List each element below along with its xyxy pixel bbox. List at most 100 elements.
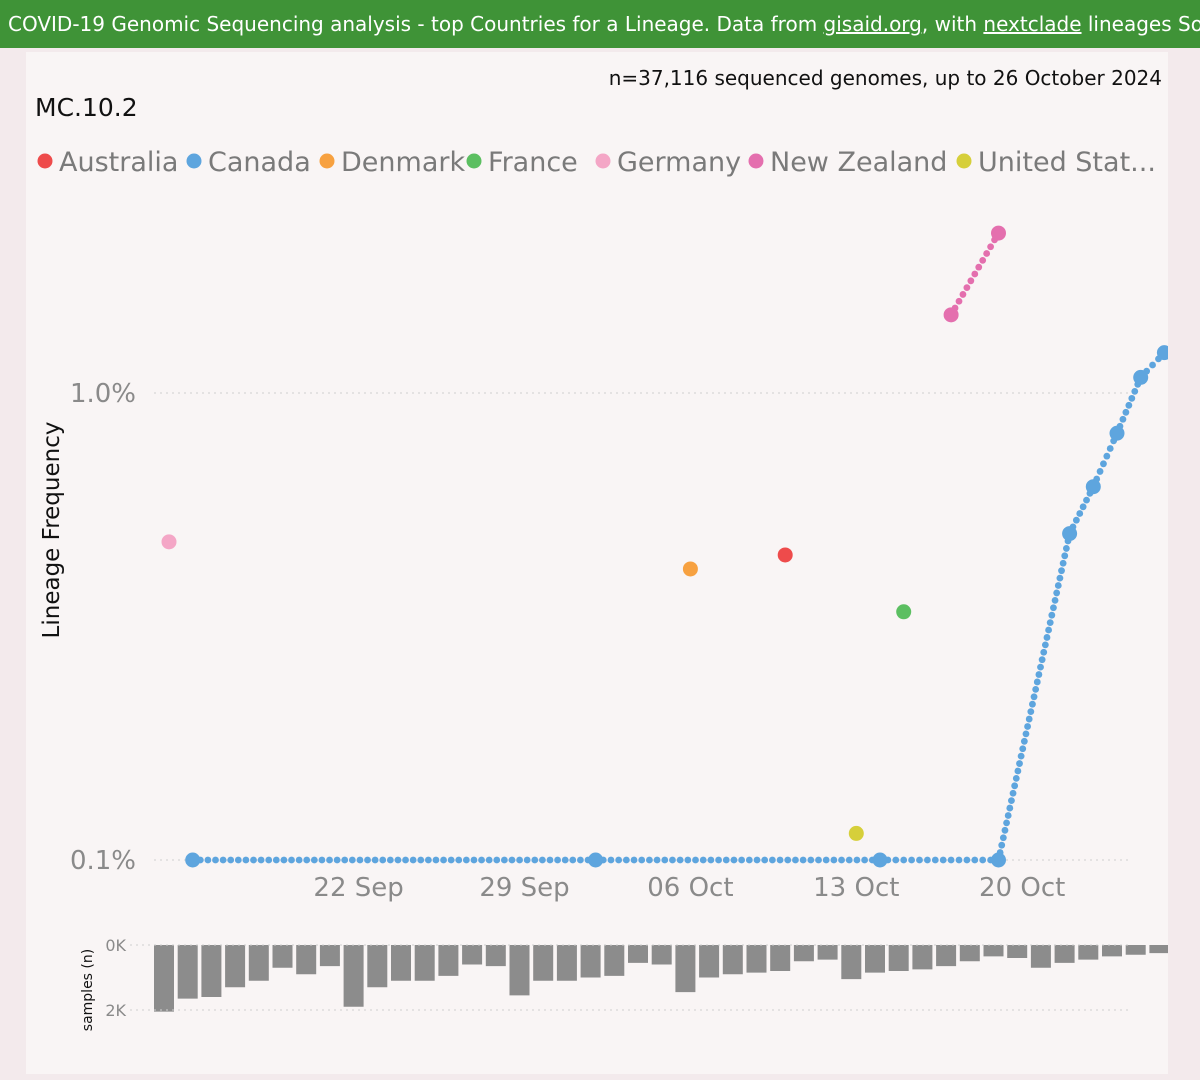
sample-bar[interactable] [1078,945,1099,960]
sample-bar[interactable] [1149,945,1168,954]
sample-bar[interactable] [580,945,601,978]
sample-bar[interactable] [462,945,483,965]
x-tick-label-2: 06 Oct [647,873,733,903]
sample-bar[interactable] [817,945,838,960]
series-dot [692,856,699,864]
gisaid-link[interactable]: gisaid.org [823,12,922,36]
sample-bar[interactable] [438,945,459,976]
sample-bar[interactable] [722,945,743,975]
data-point-5[interactable] [1085,479,1101,495]
sample-bar[interactable] [675,945,696,993]
sample-bar[interactable] [1054,945,1075,963]
y-tick-label-1: 1.0% [70,379,136,409]
sample-bar[interactable] [651,945,672,965]
sample-bar[interactable] [628,945,648,963]
data-point-0[interactable] [896,604,912,620]
series-dot [508,856,516,864]
series-dot [1033,678,1041,686]
sample-bar[interactable] [770,945,791,971]
data-point-6[interactable] [1109,425,1125,441]
data-point-0[interactable] [185,852,201,868]
sample-bar[interactable] [225,945,246,988]
series-dot [265,856,273,864]
sample-bar[interactable] [201,945,222,997]
data-point-0[interactable] [943,307,959,323]
series-dot [861,856,869,864]
series-dot [379,856,387,864]
nextclade-link[interactable]: nextclade [983,12,1082,36]
sample-bar[interactable] [367,945,388,988]
sample-bar[interactable] [343,945,364,1007]
sample-bar[interactable] [841,945,862,980]
series-dot [432,856,440,864]
series-dot [1149,361,1156,369]
sample-bar[interactable] [414,945,435,981]
sample-bar[interactable] [556,945,577,981]
sample-bar[interactable] [509,945,530,996]
sample-bar[interactable] [485,945,506,967]
data-point-0[interactable] [777,547,793,563]
sample-bar[interactable] [272,945,293,968]
series-dot [310,856,318,864]
sample-bar[interactable] [391,945,411,981]
series-dot [1027,708,1035,716]
series-dot [516,856,523,864]
sample-bar[interactable] [1125,945,1146,955]
data-point-0[interactable] [848,825,864,841]
series-dot [684,856,692,864]
sample-bar[interactable] [793,945,814,962]
data-point-4[interactable] [1062,526,1078,542]
series-dot [417,856,425,864]
data-point-0[interactable] [682,561,698,577]
series-dot [1024,723,1031,730]
series-dot [638,856,646,864]
sample-bar[interactable] [936,945,957,967]
data-point-7[interactable] [1133,369,1149,385]
sample-bar[interactable] [604,945,625,976]
sample-bar[interactable] [983,945,1004,957]
series-dot [967,277,975,285]
sample-bar[interactable] [154,945,174,1012]
x-axis-ticks: 22 Sep 29 Sep 06 Oct 13 Oct 20 Oct [313,873,1065,903]
series-dot [753,856,761,864]
series-dot [303,856,311,864]
legend-marker-0 [37,153,53,169]
series-denmark [682,561,698,577]
sample-bar[interactable] [1102,945,1122,957]
series-dot [386,856,394,864]
y-axis-label: Lineage Frequency [39,422,65,639]
data-point-1[interactable] [588,852,604,868]
series-dot [500,856,508,864]
data-point-0[interactable] [161,534,177,550]
series-dot [615,856,623,864]
data-point-3[interactable] [991,852,1006,868]
sample-bar[interactable] [888,945,909,971]
legend-marker-1 [186,153,202,169]
sample-bar[interactable] [699,945,720,978]
sample-bar[interactable] [248,945,269,981]
data-point-8[interactable] [1156,345,1168,361]
series-dot [470,856,478,864]
series-dot [394,856,402,864]
series-dot [1041,641,1049,649]
series-dot [234,856,242,864]
sample-bar[interactable] [319,945,340,967]
bar-y-tick-label-0: 0K [105,936,126,955]
series-dot [1001,826,1009,834]
sample-bar[interactable] [177,945,198,999]
series-dot [963,284,971,292]
legend-marker-5 [748,153,764,169]
sample-bars [154,945,1168,1012]
sample-bar[interactable] [959,945,980,962]
sample-bar[interactable] [865,945,885,973]
sample-bar[interactable] [912,945,933,970]
data-point-2[interactable] [872,852,888,868]
sample-bar[interactable] [1030,945,1051,968]
sample-bar[interactable] [533,945,554,981]
data-point-1[interactable] [991,225,1006,241]
sample-bar[interactable] [746,945,767,973]
series-dot [1106,445,1114,452]
sample-bar[interactable] [296,945,317,975]
sample-bar[interactable] [1007,945,1028,958]
series-dot [1083,496,1090,504]
